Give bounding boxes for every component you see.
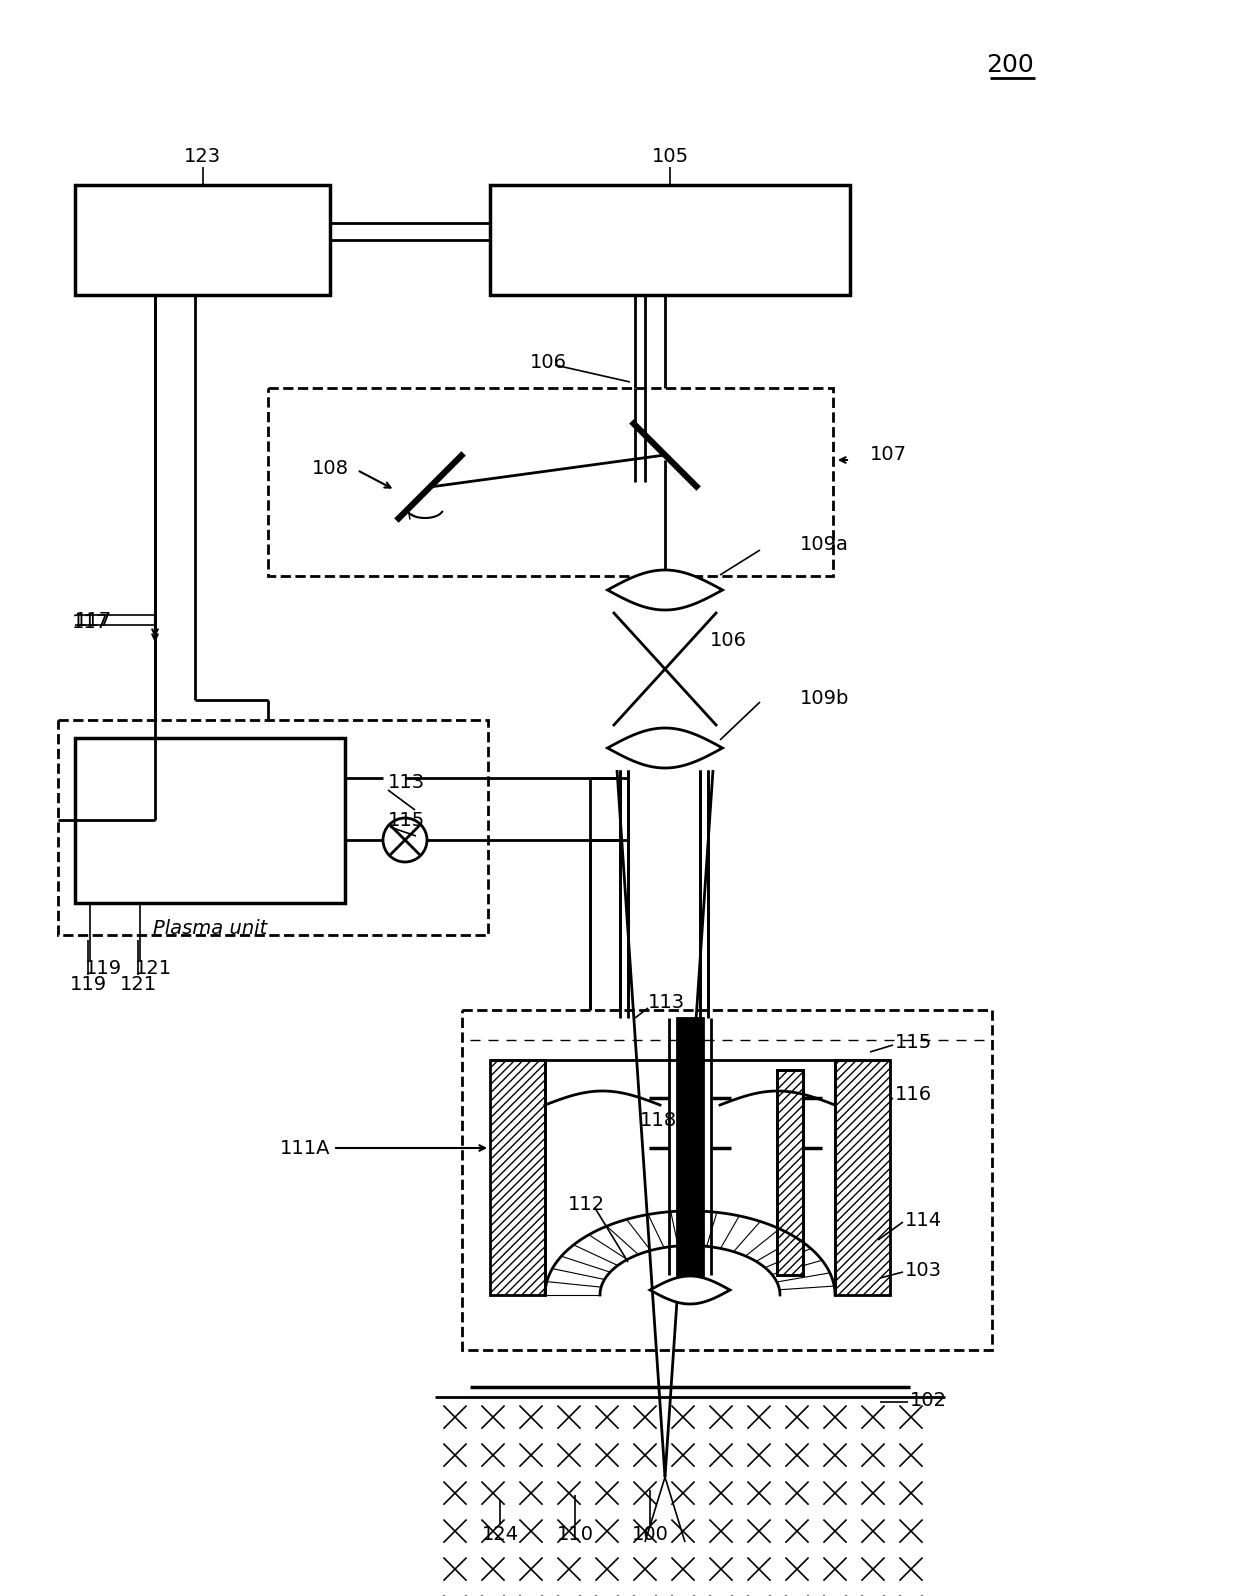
Text: 103: 103 bbox=[905, 1261, 942, 1280]
Polygon shape bbox=[608, 728, 723, 768]
Bar bbox=[835, 1060, 890, 1294]
Bar bbox=[490, 185, 849, 295]
Text: 119: 119 bbox=[69, 975, 107, 994]
Text: 117: 117 bbox=[72, 613, 109, 632]
Text: 117: 117 bbox=[74, 611, 112, 629]
Text: 111A: 111A bbox=[279, 1138, 330, 1157]
Text: 121: 121 bbox=[135, 959, 172, 977]
Text: 114: 114 bbox=[905, 1210, 942, 1229]
Text: 106: 106 bbox=[711, 630, 746, 650]
Text: 109a: 109a bbox=[800, 536, 849, 554]
Text: 100: 100 bbox=[631, 1526, 668, 1545]
Text: 123: 123 bbox=[184, 147, 221, 166]
Text: 200: 200 bbox=[986, 53, 1034, 77]
Text: 118: 118 bbox=[640, 1111, 677, 1130]
Text: 115: 115 bbox=[388, 811, 425, 830]
Bar bbox=[74, 185, 330, 295]
Bar bbox=[463, 1010, 992, 1350]
Text: 113: 113 bbox=[388, 774, 425, 793]
Text: 106: 106 bbox=[529, 353, 567, 372]
Text: 124: 124 bbox=[481, 1526, 518, 1545]
Text: 108: 108 bbox=[312, 458, 348, 477]
Bar bbox=[74, 737, 345, 903]
Text: 119: 119 bbox=[86, 959, 122, 977]
Text: Plasma unit: Plasma unit bbox=[153, 919, 267, 937]
Text: 116: 116 bbox=[895, 1085, 932, 1104]
Text: 112: 112 bbox=[568, 1195, 605, 1215]
Text: 115: 115 bbox=[895, 1033, 932, 1052]
Polygon shape bbox=[650, 1277, 730, 1304]
Bar bbox=[435, 1396, 945, 1596]
Text: 113: 113 bbox=[649, 993, 686, 1012]
Text: 102: 102 bbox=[910, 1390, 947, 1409]
Text: 110: 110 bbox=[557, 1526, 594, 1545]
Text: 109b: 109b bbox=[800, 688, 849, 707]
Text: 107: 107 bbox=[870, 445, 906, 464]
Text: 121: 121 bbox=[119, 975, 156, 994]
Text: 105: 105 bbox=[651, 147, 688, 166]
Polygon shape bbox=[608, 570, 723, 610]
Bar bbox=[268, 388, 833, 576]
Bar bbox=[677, 1018, 703, 1275]
Bar bbox=[777, 1069, 804, 1275]
Bar bbox=[490, 1060, 546, 1294]
Bar bbox=[777, 1069, 804, 1275]
Bar bbox=[58, 720, 489, 935]
